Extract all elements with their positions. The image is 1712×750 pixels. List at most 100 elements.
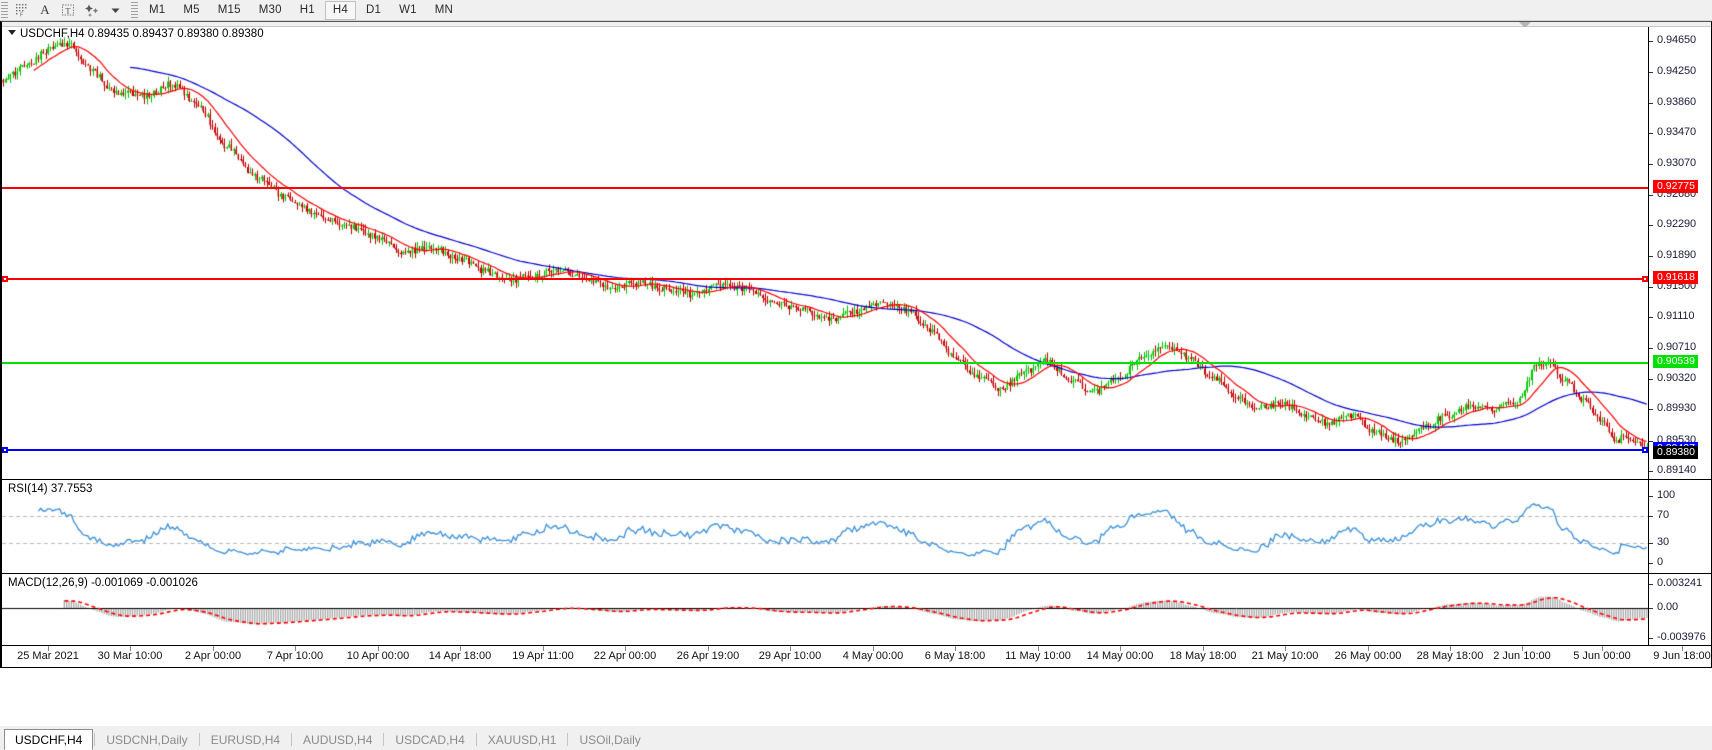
hline-current-price-blue[interactable] [2,448,1648,451]
time-axis-label: 26 May 00:00 [1334,650,1402,662]
chart-tab-eurusd[interactable]: EURUSD,H4 [210,732,281,747]
price-tick-mark [1649,440,1653,442]
price-tick-label: 0.93860 [1657,95,1697,108]
price-tick-mark [1649,409,1653,411]
timeframe-h1[interactable]: H1 [299,4,315,16]
chart-tab-usdcad[interactable]: USDCAD,H4 [395,732,465,747]
price-tick-mark [1649,164,1653,166]
price-tick-label: 0.93470 [1657,126,1697,139]
tab-divider [198,733,200,746]
timeframe-m30[interactable]: M30 [258,4,282,16]
hline-handle-left[interactable] [2,275,8,282]
rsi-chart-canvas[interactable] [2,480,1648,573]
macd-tick-mark [1649,608,1653,610]
chart-tab-usdchf[interactable]: USDCHF,H4 [4,729,94,750]
time-grid-mark [213,646,214,651]
time-grid-mark [625,646,626,651]
price-tick-label: 0.90710 [1657,341,1697,354]
chart-tab-usoil[interactable]: USOil,Daily [579,732,641,747]
macd-tick-mark [1649,638,1653,639]
timeframe-drag-handle[interactable] [131,1,138,19]
time-axis-label: 4 May 00:00 [842,650,904,662]
price-tick-mark [1649,194,1653,196]
price-tag-resistance-lower[interactable]: 0.91618 [1653,270,1698,284]
tab-divider [475,733,477,746]
time-grid-mark [48,646,49,651]
time-axis-label: 21 May 10:00 [1251,650,1319,662]
price-chart-canvas[interactable] [2,27,1648,479]
rsi-tick-label: 70 [1657,509,1670,522]
timeframe-mn[interactable]: MN [434,4,454,16]
chart-tab-usdcnh[interactable]: USDCNH,Daily [106,732,188,747]
hline-resistance-lower[interactable] [2,277,1648,280]
crosshair-cursor-icon[interactable]: F [10,1,34,20]
time-grid-mark [543,646,544,651]
price-tick-mark [1649,348,1653,350]
hline-handle-right[interactable] [1642,275,1648,282]
time-axis-label: 18 May 18:00 [1169,650,1237,662]
chart-horizontal-scrollbar[interactable] [2,22,1711,27]
price-tick-mark [1649,41,1653,42]
macd-chart-canvas[interactable] [2,574,1648,646]
time-axis-label: 30 Mar 10:00 [97,650,163,662]
price-tick-label: 0.91890 [1657,249,1697,262]
time-axis-label: 9 Jun 18:00 [1653,650,1711,662]
rsi-tick-mark [1649,516,1653,518]
chart-tab-audusd[interactable]: AUDUSD,H4 [303,732,373,747]
timeframe-w1[interactable]: W1 [399,4,417,16]
macd-tick-label: 0.00 [1657,601,1679,614]
price-tick-mark [1649,471,1653,472]
time-axis-label: 14 Apr 18:00 [428,650,492,662]
chart-symbol-ohlc-text: USDCHF,H4 0.89435 0.89437 0.89380 0.8938… [20,28,264,40]
time-axis-label: 7 Apr 10:00 [266,650,324,662]
price-tick-mark [1649,286,1653,288]
macd-pane[interactable]: 0.003241 0.00 -0.003976 [2,574,1711,646]
dropdown-arrow-icon[interactable] [106,1,125,20]
hline-resistance-upper[interactable] [2,187,1648,190]
time-grid-mark [1682,646,1683,651]
time-grid-mark [1368,646,1369,651]
time-grid-mark [708,646,709,651]
price-tick-mark [1649,225,1653,227]
macd-indicator-label[interactable]: MACD(12,26,9) -0.001069 -0.001026 [8,577,198,589]
rsi-indicator-label[interactable]: RSI(14) 37.7553 [8,483,93,495]
time-grid-mark [873,646,874,651]
text-label-icon[interactable]: A [40,2,50,17]
hline-handle-left[interactable] [2,446,8,453]
objects-icon[interactable] [80,1,106,20]
price-tick-label: 0.89140 [1657,464,1697,476]
time-axis-label: 2 Apr 00:00 [184,650,242,662]
toolbar-drag-handle[interactable] [1,1,8,19]
macd-tick-mark [1649,584,1653,585]
time-grid-mark [460,646,461,651]
time-axis-label: 25 Mar 2021 [17,650,79,662]
tab-divider [94,733,96,746]
timeframe-m5[interactable]: M5 [183,4,200,16]
price-tag-resistance-upper[interactable]: 0.92775 [1653,180,1698,194]
price-tick-label: 0.91110 [1657,310,1695,323]
hline-support-green[interactable] [2,361,1648,364]
time-grid-mark [1038,646,1039,651]
time-axis-label: 29 Apr 10:00 [758,650,822,662]
timeframe-h4[interactable]: H4 [324,0,356,20]
chart-tab-xauusd[interactable]: XAUUSD,H1 [487,732,557,747]
price-pane[interactable]: 0.94650 0.94250 0.93860 0.93470 0.93070 0.926… [2,27,1711,479]
timeframe-m15[interactable]: M15 [217,4,241,16]
rsi-pane[interactable]: 100 70 30 0 [2,480,1711,573]
text-box-icon[interactable]: T [56,1,80,20]
time-axis[interactable]: 25 Mar 2021 30 Mar 10:00 2 Apr 00:00 7 Apr … [2,645,1711,667]
price-scale-divider [1648,27,1649,479]
timeframe-m1[interactable]: M1 [149,4,166,16]
price-tick-label: 0.94250 [1657,65,1697,78]
scroll-thumb-marker[interactable] [1519,22,1531,27]
price-tag-support-green[interactable]: 0.90539 [1653,354,1698,368]
timeframe-d1[interactable]: D1 [365,4,382,16]
time-grid-mark [1120,646,1121,651]
chart-collapse-arrow-icon[interactable] [8,30,16,36]
time-grid-mark [1522,646,1523,651]
macd-tick-label: 0.003241 [1657,577,1703,589]
time-axis-label: 11 May 10:00 [1005,650,1071,662]
rsi-scale-divider [1648,480,1649,573]
hline-handle-right[interactable] [1642,446,1648,453]
price-tick-mark [1649,102,1653,104]
